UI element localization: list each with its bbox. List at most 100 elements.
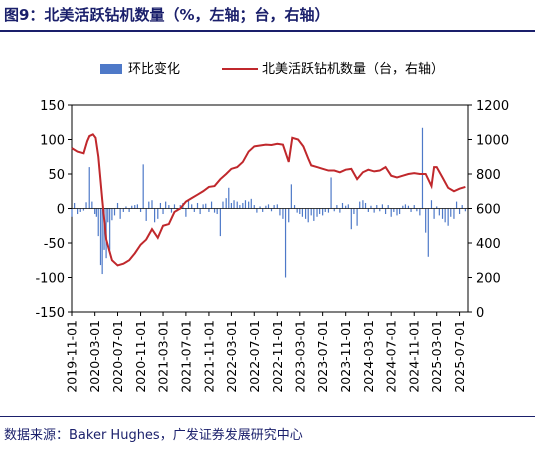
bar (244, 200, 247, 209)
bar (74, 202, 76, 209)
bar (103, 208, 105, 250)
bar (88, 167, 90, 209)
bar (438, 208, 440, 216)
bar (410, 208, 412, 212)
bar (94, 208, 96, 215)
x-tick-label: 2021-03-01 (156, 320, 171, 393)
bar (122, 208, 124, 212)
bar (404, 204, 407, 209)
bar (333, 208, 335, 212)
x-tick-label: 2021-07-01 (178, 320, 193, 393)
bar (322, 208, 324, 216)
bar (256, 208, 258, 213)
x-tick-label: 2023-11-01 (338, 320, 353, 393)
bar (116, 202, 119, 209)
bar (222, 201, 224, 209)
right-tick-label: 800 (476, 168, 501, 183)
bar (213, 208, 216, 213)
left-tick-label: -150 (35, 306, 65, 321)
bar (296, 208, 298, 213)
bar (154, 208, 156, 223)
bar (282, 208, 284, 219)
bar (381, 204, 383, 209)
bar (402, 205, 404, 209)
left-tick-label: -50 (44, 237, 65, 252)
bar (376, 205, 378, 209)
legend-line-label: 北美活跃钻机数量（台，右轴） (262, 62, 444, 77)
bar (119, 208, 121, 219)
bar (307, 208, 309, 223)
bar (450, 208, 452, 217)
right-tick-label: 400 (476, 237, 501, 252)
rig-count-line (71, 133, 466, 267)
bar (419, 208, 421, 216)
x-axis: 2019-11-01 2020-03-01 2020-07-01 2020-11-01… (65, 312, 467, 393)
bar (441, 208, 444, 219)
x-tick-label: 2022-11-01 (270, 320, 285, 393)
bar (276, 204, 278, 209)
bar (356, 208, 358, 226)
bar (324, 208, 326, 212)
right-tick-label: 200 (476, 272, 501, 287)
bar (139, 208, 142, 212)
x-tick-label: 2021-11-01 (201, 320, 216, 393)
bar (79, 208, 81, 212)
bar (85, 202, 87, 209)
bar (219, 208, 221, 237)
left-axis: 150 100 50 0 -50 -100 -150 (35, 99, 72, 321)
bar (239, 205, 241, 209)
bar (216, 208, 218, 215)
bar (151, 200, 153, 209)
bar (95, 208, 97, 217)
bar (145, 208, 147, 221)
bar (168, 205, 170, 209)
bar (290, 184, 292, 209)
bar (345, 205, 347, 209)
chart: 环比变化 北美活跃钻机数量（台，右轴） 150 100 50 0 -50 -100 -150… (35, 61, 509, 393)
left-tick-label: 150 (40, 99, 65, 114)
bar (350, 208, 352, 230)
bar (447, 208, 449, 226)
bar (273, 205, 275, 209)
bar (265, 205, 267, 209)
x-tick-label: 2024-11-01 (407, 320, 422, 393)
bar (187, 200, 190, 209)
bar (427, 208, 429, 257)
bar (359, 201, 361, 209)
bar (236, 201, 238, 209)
bar (433, 208, 435, 219)
bar (205, 203, 207, 209)
bar-series (71, 127, 466, 278)
bar (191, 204, 193, 209)
right-axis: 1200 1000 800 600 400 200 0 (468, 99, 509, 321)
bar (128, 208, 130, 212)
bar (319, 208, 321, 215)
bar (82, 208, 85, 211)
bar (464, 208, 466, 212)
source-rule (0, 416, 535, 417)
bar (91, 201, 93, 209)
bar (97, 208, 99, 237)
bar (148, 201, 150, 209)
left-tick-label: 100 (40, 134, 65, 149)
x-tick-label: 2025-03-01 (429, 320, 444, 393)
bar (250, 198, 252, 209)
bar (284, 208, 287, 278)
bar (228, 187, 230, 209)
bar (425, 208, 427, 233)
bar (193, 208, 195, 212)
bar (230, 202, 233, 209)
left-tick-label: 0 (57, 203, 65, 218)
bar (421, 127, 424, 209)
bar (299, 208, 301, 215)
x-tick-label: 2020-07-01 (110, 320, 125, 393)
bar (77, 208, 79, 215)
bar (390, 208, 392, 217)
bar (301, 208, 304, 217)
bar (347, 204, 349, 209)
bar (71, 208, 73, 217)
right-tick-label: 1000 (476, 134, 509, 149)
left-tick-label: 50 (48, 168, 65, 183)
x-tick-label: 2019-11-01 (65, 320, 80, 393)
left-tick-label: -100 (35, 272, 65, 287)
